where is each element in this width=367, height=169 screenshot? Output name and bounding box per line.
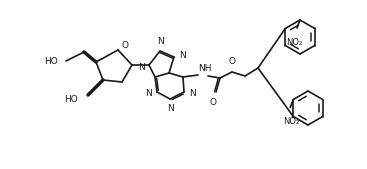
Text: O: O <box>210 98 217 107</box>
Text: HO: HO <box>64 95 78 104</box>
Text: N: N <box>189 90 196 99</box>
Text: NH: NH <box>198 64 212 73</box>
Text: NO₂: NO₂ <box>286 38 302 47</box>
Text: N: N <box>138 63 145 71</box>
Text: N: N <box>168 104 174 113</box>
Text: N: N <box>145 90 152 99</box>
Text: N: N <box>179 51 186 59</box>
Text: HO: HO <box>44 56 58 66</box>
Text: O: O <box>229 57 236 66</box>
Text: O: O <box>121 42 128 51</box>
Text: NO₂: NO₂ <box>283 117 299 127</box>
Text: N: N <box>157 37 164 46</box>
